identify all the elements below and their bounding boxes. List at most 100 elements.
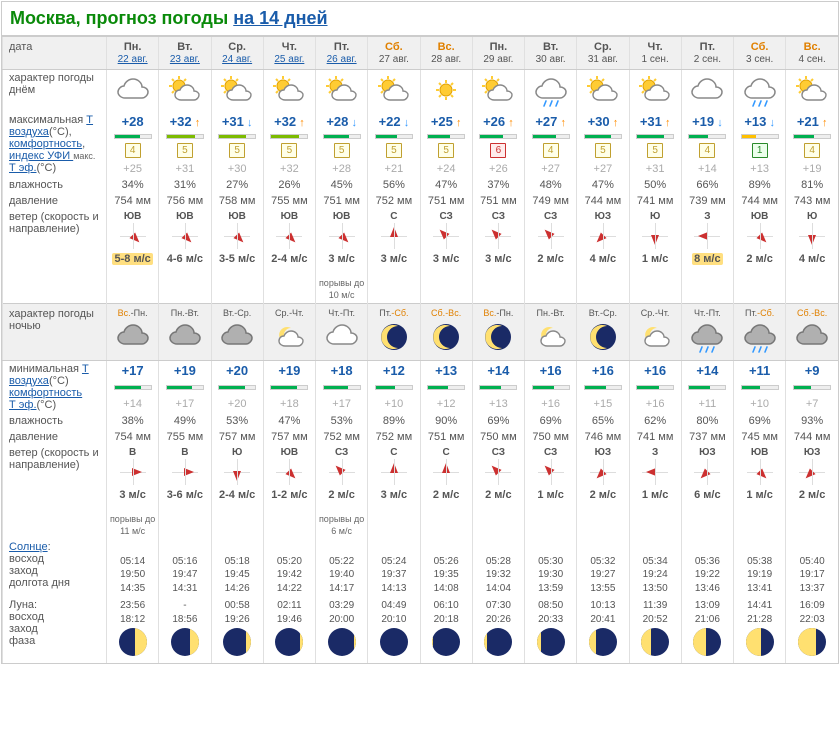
sun-cell: 05:1819:4514:26	[211, 539, 263, 597]
teff-day: +28	[316, 161, 368, 177]
lbl-wind-n: ветер (скорость и направление)	[3, 445, 107, 539]
tmax-cell: +27	[525, 112, 577, 131]
tmax: +28	[326, 114, 348, 129]
compass-icon	[224, 223, 250, 249]
comfort-cell: 5	[159, 131, 211, 161]
lnk-teff[interactable]: Т эф.	[9, 162, 37, 174]
press-day: 743 мм	[786, 193, 838, 209]
night-icon-cell: Вс.-Пн.	[472, 304, 524, 361]
tmax-cell: +31	[211, 112, 263, 131]
lnk-comfort[interactable]: комфортность	[9, 138, 82, 150]
wind-day: З8 м/с	[681, 209, 733, 304]
uvi-badge: 5	[647, 143, 663, 158]
comfort-bar	[114, 134, 152, 139]
teff-day: +31	[629, 161, 681, 177]
lnk-teff2[interactable]: Т эф.	[9, 399, 37, 411]
lbl-press-n: давление	[3, 429, 107, 445]
hum-day: 45%	[316, 177, 368, 193]
wind-night: ЮВ1-2 м/с	[263, 445, 315, 539]
lnk-uvi[interactable]: индекс УФИ	[9, 150, 73, 162]
tmax-cell: +31	[629, 112, 681, 131]
comfort-cell: 6	[472, 131, 524, 161]
hum-night: 90%	[420, 413, 472, 429]
day-icon-cell	[786, 70, 838, 113]
hum-day: 27%	[211, 177, 263, 193]
hum-night: 89%	[368, 413, 420, 429]
comfort-n	[159, 382, 211, 396]
lbl-press: давление	[3, 193, 107, 209]
uvi-badge: 5	[334, 143, 350, 158]
dow: Пт.	[318, 41, 365, 53]
lnk-t-air[interactable]: Т воздуха	[9, 114, 93, 138]
comfort-cell: 5	[263, 131, 315, 161]
sun-cell: 05:2619:3514:08	[420, 539, 472, 597]
tmax-cell: +26	[472, 112, 524, 131]
hum-night: 69%	[472, 413, 524, 429]
date-link[interactable]: 26 авг.	[327, 54, 357, 65]
comfort-cell: 1	[734, 131, 786, 161]
hum-day: 48%	[525, 177, 577, 193]
weather-grid: датаПн.22 авг.Вт.23 авг.Ср.24 авг.Чт.25 …	[2, 36, 838, 663]
tmax: +19	[692, 114, 714, 129]
title-link[interactable]: на 14 дней	[233, 8, 327, 28]
dow: Чт.	[266, 41, 313, 53]
hum-day: 47%	[420, 177, 472, 193]
date-link[interactable]: 25 авг.	[274, 54, 304, 65]
moon-phase-icon	[275, 628, 303, 656]
press-night: 754 мм	[107, 429, 159, 445]
tmax: +31	[222, 114, 244, 129]
lnk-t-air2[interactable]: Т воздуха	[9, 363, 89, 387]
wind-day: ЮВ3-5 м/с	[211, 209, 263, 304]
wind-night: С2 м/с	[420, 445, 472, 539]
lnk-comfort2[interactable]: комфортность	[9, 387, 82, 399]
date-link[interactable]: 24 авг.	[222, 54, 252, 65]
sun-cell: 05:2219:4014:17	[316, 539, 368, 597]
press-day: 756 мм	[159, 193, 211, 209]
moon-phase-icon	[328, 628, 356, 656]
teff-day: +19	[786, 161, 838, 177]
teff-night: +17	[316, 396, 368, 413]
comfort-cell: 4	[525, 131, 577, 161]
press-night: 750 мм	[525, 429, 577, 445]
day-icon-cell	[316, 70, 368, 113]
teff-night: +16	[525, 396, 577, 413]
compass-icon	[799, 223, 825, 249]
date-text: 2 сен.	[694, 54, 721, 65]
press-day: 749 мм	[525, 193, 577, 209]
tmax: +13	[744, 114, 766, 129]
comfort-cell: 5	[368, 131, 420, 161]
teff-day: +27	[525, 161, 577, 177]
press-day: 744 мм	[734, 193, 786, 209]
col-head: Пн.22 авг.	[107, 37, 159, 70]
date-link[interactable]: 22 авг.	[118, 54, 148, 65]
hum-night: 53%	[316, 413, 368, 429]
compass-icon	[329, 223, 355, 249]
teff-day: +26	[472, 161, 524, 177]
lbl-hum: влажность	[3, 177, 107, 193]
night-icon-cell: Чт.-Пт.	[316, 304, 368, 361]
dow: Ср.	[214, 41, 261, 53]
comfort-bar	[584, 134, 622, 139]
comfort-cell: 4	[107, 131, 159, 161]
moon-cell: 11:3920:52	[629, 597, 681, 663]
compass-icon	[538, 223, 564, 249]
comfort-bar	[166, 134, 204, 139]
tmax-cell: +13	[734, 112, 786, 131]
night-icon-cell: Пн.-Вт.	[525, 304, 577, 361]
press-night: 755 мм	[159, 429, 211, 445]
compass-icon	[642, 223, 668, 249]
tmax: +27	[535, 114, 557, 129]
press-night: 757 мм	[211, 429, 263, 445]
moon-cell: 07:3020:26	[472, 597, 524, 663]
dow: Сб.	[736, 41, 783, 53]
date-link[interactable]: 23 авг.	[170, 54, 200, 65]
lbl-sun: Солнце:восходзаходдолгота дня	[3, 539, 107, 597]
tmin-cell: +14	[681, 361, 733, 382]
col-head: Вс.28 авг.	[420, 37, 472, 70]
lnk-sun[interactable]: Солнце	[9, 541, 48, 553]
press-day: 755 мм	[263, 193, 315, 209]
wind-day: СЗ3 м/с	[420, 209, 472, 304]
date-text: 30 авг.	[536, 54, 566, 65]
wind-day: СЗ2 м/с	[525, 209, 577, 304]
lbl-moon: Луна:восходзаходфаза	[3, 597, 107, 663]
